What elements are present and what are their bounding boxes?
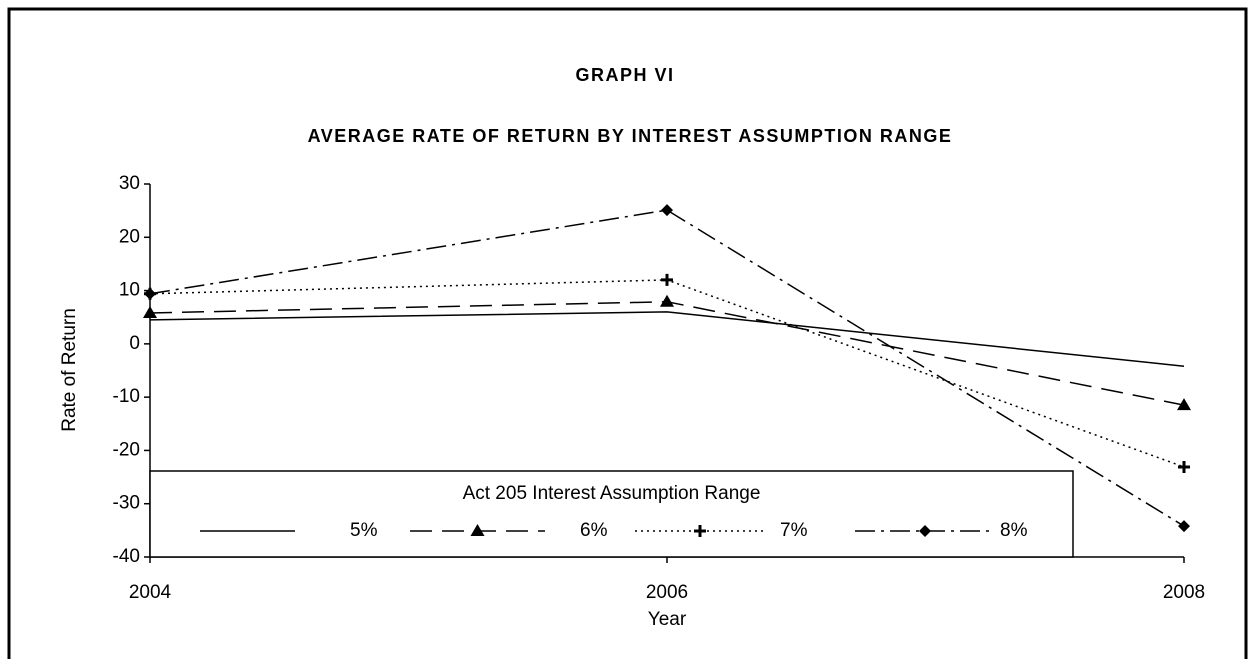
y-tick-label: 10 [119,280,140,301]
series-line [149,209,1185,527]
marker [661,204,673,217]
legend-marker [694,525,706,537]
legend-label: 5% [350,520,378,541]
legend-box [149,470,1074,558]
legend-title: Act 205 Interest Assumption Range [463,483,761,504]
chart-title: GRAPH VI [575,65,674,85]
marker [1177,398,1191,411]
y-tick-label: 20 [119,226,140,247]
marker [660,294,674,307]
x-tick-label: 2004 [129,582,172,603]
chart-subtitle: AVERAGE RATE OF RETURN BY INTEREST ASSUM… [308,126,953,146]
marker [1178,460,1190,473]
y-tick-label: -30 [113,493,140,514]
y-tick-label: -10 [113,386,140,407]
legend-label: 6% [580,520,608,541]
x-axis-label: Year [648,609,687,630]
y-tick-label: -20 [113,439,140,460]
legend-marker [470,524,485,536]
x-tick-label: 2008 [1163,582,1205,603]
series-line [149,279,1185,468]
marker [144,287,156,300]
x-tick-label: 2006 [646,582,688,603]
marker [1178,520,1190,533]
legend-marker [919,525,931,537]
y-tick-label: -40 [113,546,140,567]
frame [7,7,1248,659]
series-line [149,311,1185,367]
marker [661,273,673,286]
y-axis-label: Rate of Return [59,308,80,432]
legend-label: 8% [1000,520,1028,541]
legend-label: 7% [780,520,808,541]
y-tick-label: 0 [129,333,140,354]
marker [143,305,157,318]
y-tick-label: 30 [119,173,140,194]
